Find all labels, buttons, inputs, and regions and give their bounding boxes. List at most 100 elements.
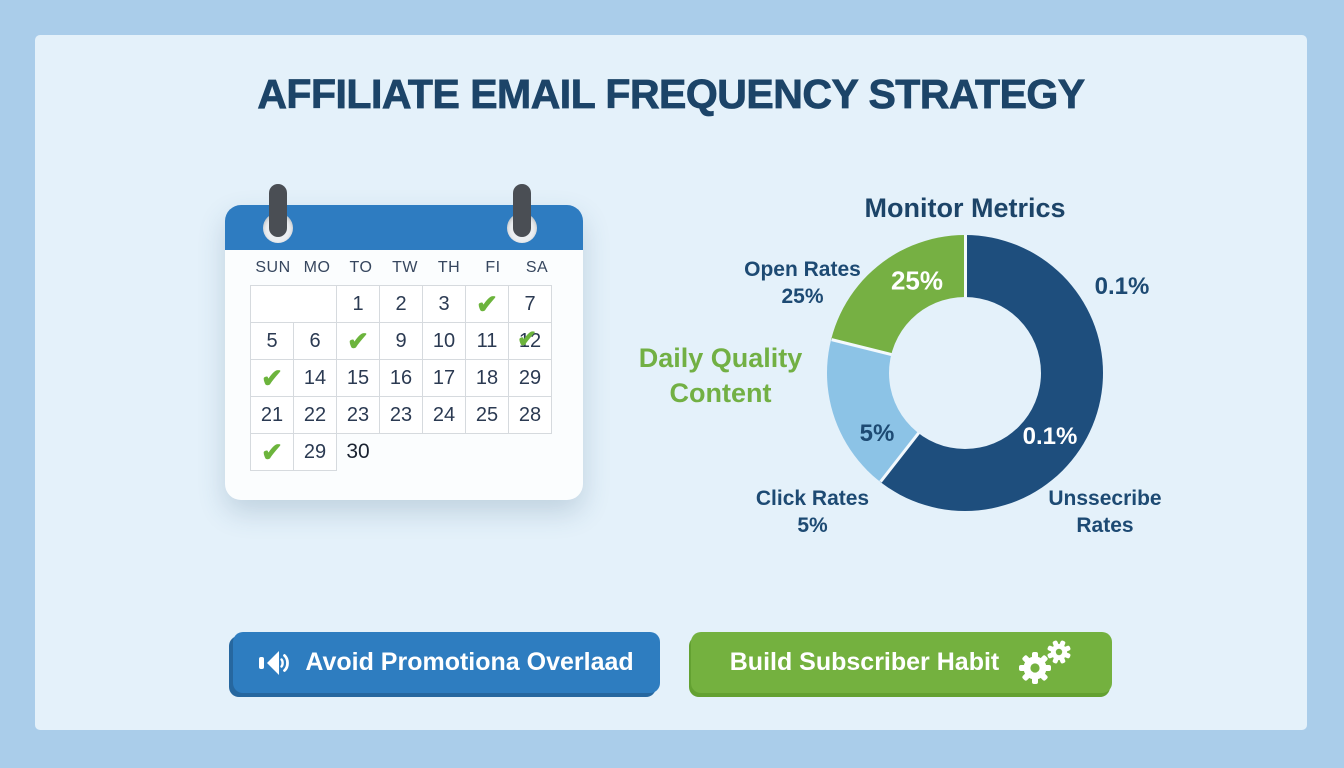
calendar-cell: 22 [293,396,337,434]
calendar-cell: 14 [293,359,337,397]
calendar-row: 21 22 23 23 24 25 28 [250,396,552,434]
calendar-cell: 10 [422,322,466,360]
calendar-cell: 16 [379,359,423,397]
calendar-day-number: 5 [266,329,278,352]
calendar-day-number: 30 [346,440,370,463]
calendar-day-header-row: SUN MO TO TW TH FI SA [251,250,559,285]
calendar-day-name: TO [349,258,373,276]
calendar-cell: 21 [250,396,294,434]
calendar-cell: 29 [508,359,552,397]
calendar: SUN MO TO TW TH FI SA 1 2 3 ✔ 7 5 6 ✔ 9 10 11 12 ✔ ✔ 14 15 16 1… [225,184,583,500]
daily-quality-content-label: Daily Quality Content [603,341,838,411]
calendar-cell: 7 [508,285,552,323]
calendar-ring-left [269,184,287,237]
callout-open-rates-value: 25% [781,285,824,308]
callout-click-rates-value: 5% [797,514,828,537]
monitor-metrics-donut-chart: 25% 5% 0.1% [827,235,1103,511]
calendar-day-number: 6 [309,329,321,352]
daily-quality-line2: Content [669,378,772,408]
chart-title: Monitor Metrics [864,193,1066,223]
calendar-day-number: 25 [475,403,499,426]
calendar-day-name: MO [303,258,331,276]
callout-click-rates-label: Click Rates [755,487,870,510]
donut-value-unsubscribe: 0.1% [1022,423,1078,450]
avoid-promotional-overload-button[interactable]: Avoid Promotiona Overlaad [233,632,660,693]
calendar-cell: 18 [465,359,509,397]
calendar-cell: 11 [465,322,509,360]
calendar-ring-right [513,184,531,237]
calendar-day-number: 23 [346,403,370,426]
calendar-cell: 3 [422,285,466,323]
calendar-cell: 1 [336,285,380,323]
calendar-day-number: 24 [432,403,456,426]
check-icon: ✔ [261,437,283,467]
check-icon: ✔ [261,363,283,393]
calendar-day-name: TW [392,258,418,276]
calendar-day-number: 15 [346,366,370,389]
build-habit-label: Build Subscriber Habit [729,648,1000,676]
calendar-cell: 2 [379,285,423,323]
speaker-icon [259,650,290,675]
calendar-cell: 23 [336,396,380,434]
calendar-cell: 12 ✔ [508,322,552,360]
calendar-day-number: 18 [475,366,499,389]
calendar-day-name: TH [437,258,461,276]
build-subscriber-habit-button[interactable]: Build Subscriber Habit [691,632,1112,693]
calendar-cell [250,285,337,323]
check-icon: ✔ [476,289,498,319]
check-icon: ✔ [347,326,369,356]
callout-unsubscribe-line2: Rates [1076,514,1134,537]
calendar-cell: ✔ [250,359,294,397]
calendar-row: ✔ 29 30 [250,433,552,471]
donut-value-open-rates: 25% [890,265,944,296]
calendar-cell: 24 [422,396,466,434]
calendar-cell: 25 [465,396,509,434]
gears-icon [1019,640,1071,684]
calendar-cell: ✔ [465,285,509,323]
calendar-cell: 6 [293,322,337,360]
calendar-cell: 17 [422,359,466,397]
callout-unsubscribe-value: 0.1% [1094,273,1150,300]
calendar-day-number: 2 [395,292,407,315]
calendar-day-number: 28 [518,403,542,426]
calendar-day-number: 21 [260,403,284,426]
calendar-cell: 23 [379,396,423,434]
calendar-cell: 5 [250,322,294,360]
calendar-cell: 28 [508,396,552,434]
calendar-day-number: 1 [352,292,364,315]
calendar-day-name: SA [525,258,549,276]
calendar-row: 5 6 ✔ 9 10 11 12 ✔ [250,322,552,360]
callout-open-rates-label: Open Rates [744,258,861,281]
callout-unsubscribe-rates: Unssecribe Rates [1025,485,1185,539]
calendar-day-number: 12 [518,329,542,352]
callout-click-rates: Click Rates 5% [735,485,890,539]
calendar-cell: 15 [336,359,380,397]
calendar-cell: ✔ [250,433,294,471]
calendar-day-number: 14 [303,366,327,389]
check-icon: ✔ [517,326,538,353]
calendar-day-number: 16 [389,366,413,389]
calendar-day-number: 22 [303,403,327,426]
calendar-day-name: FI [485,258,501,276]
callout-unsubscribe-line1: Unssecribe [1048,487,1162,510]
calendar-day-number: 10 [432,329,456,352]
calendar-day-name: SUN [255,258,291,276]
calendar-day-number: 29 [518,366,542,389]
calendar-day-number: 17 [432,366,456,389]
calendar-day-number: 3 [438,292,450,315]
calendar-day-number: 29 [303,440,327,463]
calendar-day-number: 9 [395,329,407,352]
calendar-cell: ✔ [336,322,380,360]
donut-hole [889,297,1041,449]
page-title: AFFILIATE EMAIL FREQUENCY STRATEGY [257,71,1086,118]
calendar-cell: 29 [293,433,337,471]
calendar-day-number: 11 [476,329,498,352]
calendar-day-number: 23 [389,403,413,426]
calendar-cell: 30 [336,433,380,471]
donut-value-click-rates: 5% [859,420,895,447]
calendar-grid: 1 2 3 ✔ 7 5 6 ✔ 9 10 11 12 ✔ ✔ 14 15 16 17 18 29 21 22 23 23 24 2… [250,285,552,471]
calendar-day-number: 7 [524,292,536,315]
calendar-cell: 9 [379,322,423,360]
calendar-row: 1 2 3 ✔ 7 [250,285,552,323]
daily-quality-line1: Daily Quality [638,343,803,373]
